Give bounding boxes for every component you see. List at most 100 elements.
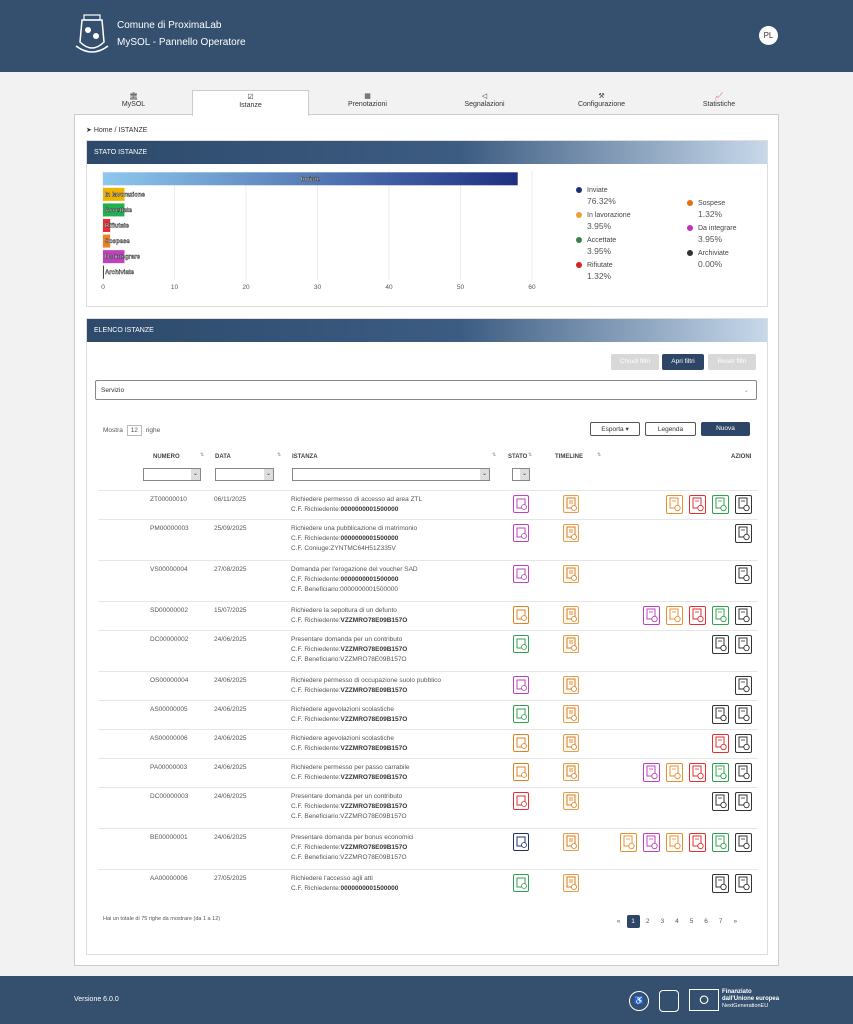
action-button[interactable] [735,763,752,782]
stato-icon[interactable] [513,833,529,851]
stato-icon[interactable] [513,606,529,624]
table-row[interactable]: ZT00000010 06/11/2025 Richiedere permesso … [98,490,758,519]
esporta-button[interactable]: Esporta ▾ [590,422,640,436]
action-button[interactable] [712,763,729,782]
sort-icon[interactable]: ⇅ [528,452,533,458]
filter-numero[interactable]: ⌄ [143,468,201,481]
col-istanza[interactable]: ISTANZA [292,454,318,460]
action-button[interactable] [735,606,752,625]
tab-configurazione[interactable]: ⚒ Configurazione [543,90,660,114]
timeline-button[interactable] [563,495,579,513]
stato-icon[interactable] [513,705,529,723]
action-button[interactable] [735,705,752,724]
col-stato[interactable]: STATO [508,454,528,460]
action-button[interactable] [666,763,683,782]
action-button[interactable] [712,734,729,753]
pagination-prev[interactable]: « [616,918,621,925]
timeline-button[interactable] [563,874,579,892]
action-button[interactable] [689,833,706,852]
table-row[interactable]: PA00000003 24/06/2025 Richiedere permesso … [98,758,758,787]
action-button[interactable] [620,833,637,852]
action-button[interactable] [712,705,729,724]
stato-icon[interactable] [513,635,529,653]
sort-icon[interactable]: ⇅ [492,452,497,458]
bar-accettate[interactable] [103,203,125,217]
table-row[interactable]: SD00000002 15/07/2025 Richiedere la sepolt… [98,601,758,630]
timeline-button[interactable] [563,676,579,694]
action-button[interactable] [712,792,729,811]
pagination-page[interactable]: 1 [626,915,640,928]
table-row[interactable]: AA00000006 27/05/2025 Richiedere l'accesso… [98,869,758,898]
timeline-button[interactable] [563,524,579,542]
servizio-select[interactable]: Servizio ⌄ [95,380,757,400]
action-button[interactable] [689,495,706,514]
breadcrumb-home[interactable]: Home [93,127,113,134]
filter-stato[interactable]: ⌄ [512,468,530,481]
table-row[interactable]: BE00000001 24/06/2025 Presentare domanda p… [98,828,758,869]
stato-icon[interactable] [513,874,529,892]
tab-segnalazioni[interactable]: ◁ Segnalazioni [426,90,543,114]
table-row[interactable]: OS00000004 24/06/2025 Richiedere permesso … [98,671,758,700]
tab-istanze[interactable]: ☑ Istanze [192,90,309,116]
pagination-next[interactable]: » [733,918,738,925]
action-button[interactable] [712,606,729,625]
tab-mysol[interactable]: 🏛 MySOL [75,90,192,114]
action-button[interactable] [643,833,660,852]
filter-data[interactable]: ⌄ [215,468,274,481]
table-row[interactable]: AS00000005 24/06/2025 Richiedere agevolazi… [98,700,758,729]
table-row[interactable]: PM00000003 25/09/2025 Richiedere una pubbl… [98,519,758,560]
stato-icon[interactable] [513,524,529,542]
pagination-page[interactable]: 6 [704,918,708,925]
action-button[interactable] [712,635,729,654]
pagination-page[interactable]: 3 [660,918,665,925]
bar-inviate[interactable] [103,172,518,186]
pagination-page[interactable]: 7 [718,918,723,925]
stato-icon[interactable] [513,734,529,752]
timeline-button[interactable] [563,565,579,583]
timeline-button[interactable] [563,763,579,781]
action-button[interactable] [643,606,660,625]
action-button[interactable] [735,495,752,514]
action-button[interactable] [712,833,729,852]
action-button[interactable] [735,792,752,811]
action-button[interactable] [712,874,729,893]
timeline-button[interactable] [563,833,579,851]
chiudi-filtri-button[interactable]: Chiudi filtri [611,354,659,370]
sort-icon[interactable]: ⇅ [597,452,602,458]
action-button[interactable] [712,495,729,514]
action-button[interactable] [735,635,752,654]
timeline-button[interactable] [563,635,579,653]
table-row[interactable]: DC00000002 24/06/2025 Presentare domanda p… [98,630,758,671]
action-button[interactable] [689,606,706,625]
action-button[interactable] [735,874,752,893]
action-button[interactable] [666,833,683,852]
action-button[interactable] [666,495,683,514]
action-button[interactable] [735,524,752,543]
bar-sospese[interactable] [103,234,111,248]
stato-icon[interactable] [513,763,529,781]
action-button[interactable] [689,763,706,782]
bar-rifiutate[interactable] [103,219,111,232]
pagination-page[interactable]: 5 [689,918,694,925]
reset-filtri-button[interactable]: Reset filtri [708,354,756,370]
timeline-button[interactable] [563,606,579,624]
sort-icon[interactable]: ⇅ [200,452,205,458]
page-size-input[interactable]: 12 [126,425,142,436]
stato-icon[interactable] [513,495,529,513]
timeline-button[interactable] [563,792,579,810]
avatar[interactable]: PL [759,26,778,45]
table-row[interactable]: DC00000003 24/06/2025 Presentare domanda p… [98,787,758,828]
bar-archiviate[interactable] [103,265,104,279]
stato-icon[interactable] [513,676,529,694]
timeline-button[interactable] [563,734,579,752]
action-button[interactable] [666,606,683,625]
bar-in-lavorazione[interactable] [103,187,125,201]
pagination-page[interactable]: 2 [645,918,650,925]
col-timeline[interactable]: TIMELINE [555,454,583,460]
filter-istanza[interactable]: ⌄ [292,468,490,481]
timeline-button[interactable] [563,705,579,723]
col-data[interactable]: DATA [215,454,231,460]
nuova-button[interactable]: Nuova [701,422,750,436]
action-button[interactable] [735,676,752,695]
pagination-page[interactable]: 4 [675,918,679,925]
